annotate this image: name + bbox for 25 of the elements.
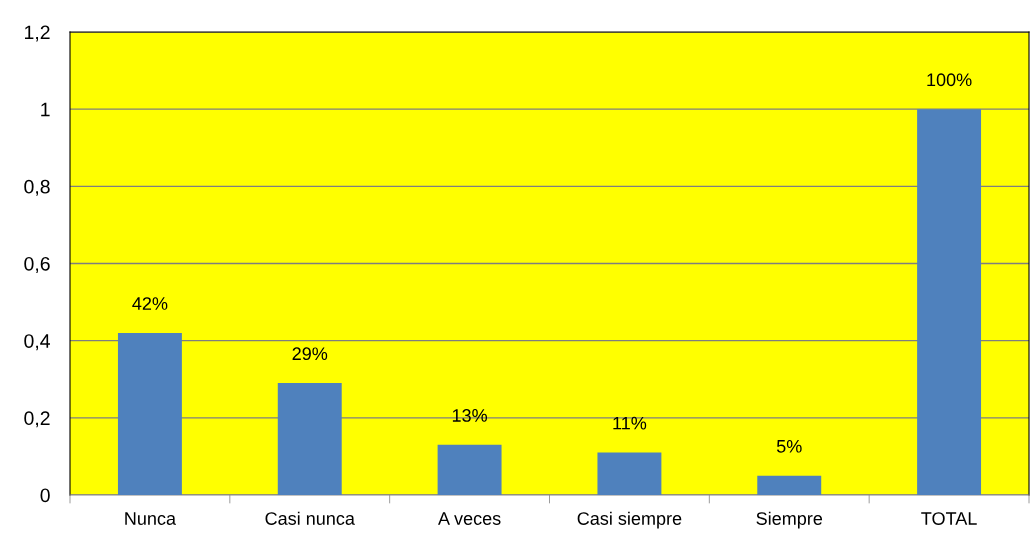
y-tick-label: 1,2: [25, 25, 50, 42]
y-tick-label: 0,2: [24, 411, 50, 428]
bar: [277, 383, 342, 495]
data-label: 13%: [452, 409, 488, 422]
x-tick-label: Nunca: [125, 512, 177, 525]
y-tick-label: 0,8: [24, 179, 50, 196]
data-label: 5%: [776, 439, 802, 453]
bar: [597, 452, 662, 495]
bar: [757, 475, 822, 495]
x-tick-label: A veces: [438, 512, 501, 525]
x-tick-label: TOTAL: [921, 512, 977, 525]
y-tick-label: 1: [41, 102, 50, 117]
y-tick-label: 0,4: [24, 334, 50, 351]
y-tick-label: 0,6: [24, 256, 50, 274]
data-label: 100%: [927, 73, 972, 87]
data-label: 42%: [132, 297, 168, 310]
x-tick-label: Casi nunca: [265, 511, 355, 525]
bar: [117, 332, 182, 495]
data-label: 29%: [292, 347, 328, 361]
y-tick-label: 0: [40, 488, 50, 503]
x-tick-label: Casi siempre: [577, 511, 682, 529]
bar: [917, 109, 982, 495]
data-label: 11%: [613, 416, 647, 430]
bar: [437, 444, 502, 495]
x-tick-label: Siempre: [756, 511, 823, 529]
